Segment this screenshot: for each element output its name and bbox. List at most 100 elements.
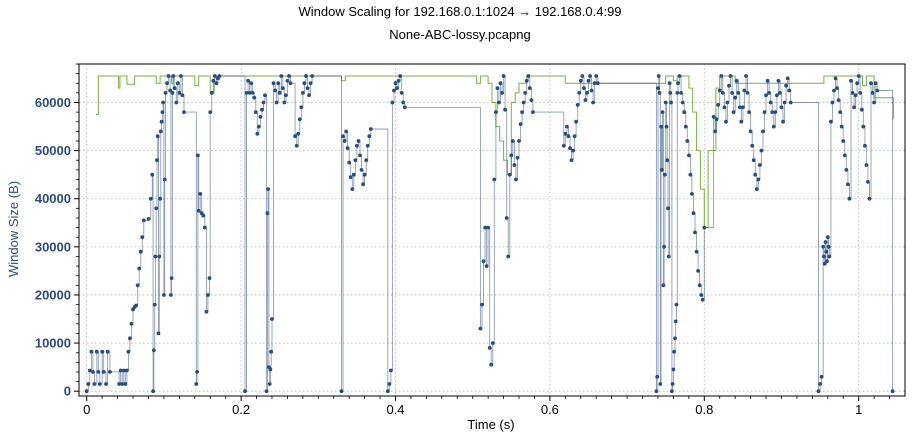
data-point	[392, 88, 396, 93]
data-point	[211, 78, 216, 83]
data-point	[152, 302, 157, 307]
data-point	[699, 293, 704, 297]
data-point	[134, 303, 139, 308]
data-point	[288, 81, 293, 86]
x-tick-label: 0.8	[695, 402, 713, 417]
data-point	[151, 389, 156, 394]
data-point	[664, 124, 669, 129]
data-point	[368, 127, 373, 131]
data-point	[398, 74, 402, 78]
data-point	[700, 297, 705, 302]
data-point	[260, 107, 264, 112]
data-point	[117, 382, 121, 386]
data-point	[691, 211, 696, 216]
data-point	[166, 74, 171, 78]
data-point	[667, 81, 672, 86]
data-point	[867, 196, 872, 201]
data-point	[577, 91, 582, 95]
data-point	[521, 100, 526, 105]
data-point	[170, 91, 175, 95]
data-point	[484, 264, 489, 268]
data-point	[359, 168, 364, 172]
data-point	[722, 105, 727, 110]
data-point	[819, 374, 824, 379]
data-point	[515, 155, 520, 160]
data-point	[663, 100, 668, 105]
data-point	[399, 91, 404, 95]
data-point	[402, 105, 407, 110]
data-point	[104, 382, 108, 386]
data-point	[589, 88, 594, 93]
data-point	[175, 81, 180, 86]
data-point	[393, 81, 398, 86]
data-point	[358, 153, 362, 158]
data-point	[150, 172, 155, 177]
data-point	[158, 129, 163, 134]
data-point	[824, 249, 829, 254]
data-point	[518, 122, 523, 126]
data-point	[756, 177, 761, 182]
data-point	[157, 254, 162, 259]
data-point	[257, 124, 261, 129]
data-point	[486, 225, 490, 230]
data-point	[716, 103, 721, 107]
data-point	[523, 91, 528, 95]
data-point	[127, 336, 132, 341]
data-point	[870, 91, 875, 95]
data-point	[658, 382, 663, 386]
data-point	[247, 91, 252, 95]
series-bytes-in-flight	[84, 74, 895, 394]
data-point	[177, 91, 182, 95]
data-point	[163, 91, 168, 95]
x-tick-label: 0.4	[386, 402, 404, 417]
data-point	[861, 124, 866, 129]
data-point	[250, 91, 255, 95]
data-point	[249, 81, 254, 86]
data-point	[675, 91, 680, 95]
data-point	[833, 76, 838, 81]
data-point	[118, 368, 123, 373]
data-point	[575, 103, 580, 107]
data-point	[565, 124, 569, 129]
data-point	[302, 81, 307, 86]
data-point	[206, 293, 210, 297]
data-point	[822, 254, 826, 259]
data-point	[727, 83, 731, 88]
data-point	[825, 259, 829, 264]
data-point	[273, 88, 277, 93]
data-point	[156, 331, 161, 336]
data-point	[719, 74, 724, 78]
data-point	[687, 153, 691, 158]
data-point	[146, 217, 151, 221]
data-point	[563, 131, 568, 136]
data-point	[720, 91, 725, 95]
data-point	[213, 74, 217, 78]
data-point	[561, 143, 566, 148]
y-tick-label: 40000	[35, 191, 71, 206]
data-point	[836, 98, 841, 102]
data-point	[839, 124, 844, 129]
data-point	[520, 110, 524, 114]
data-point	[595, 81, 600, 86]
data-point	[847, 196, 852, 201]
data-point	[771, 124, 776, 129]
y-tick-label: 20000	[35, 287, 71, 302]
data-point	[389, 368, 393, 373]
data-point	[96, 370, 101, 374]
data-point	[670, 382, 675, 386]
data-point	[657, 91, 662, 95]
data-point	[788, 100, 793, 105]
data-point	[761, 129, 765, 134]
data-point	[282, 100, 287, 105]
data-point	[572, 134, 577, 139]
data-point	[773, 110, 778, 114]
plot-frame	[78, 63, 906, 397]
data-point	[764, 93, 768, 98]
data-point	[696, 269, 700, 273]
data-point	[850, 91, 855, 95]
data-point	[846, 182, 850, 187]
data-point	[823, 240, 828, 244]
data-point	[666, 206, 670, 211]
data-point	[492, 177, 497, 182]
data-point	[731, 110, 736, 114]
